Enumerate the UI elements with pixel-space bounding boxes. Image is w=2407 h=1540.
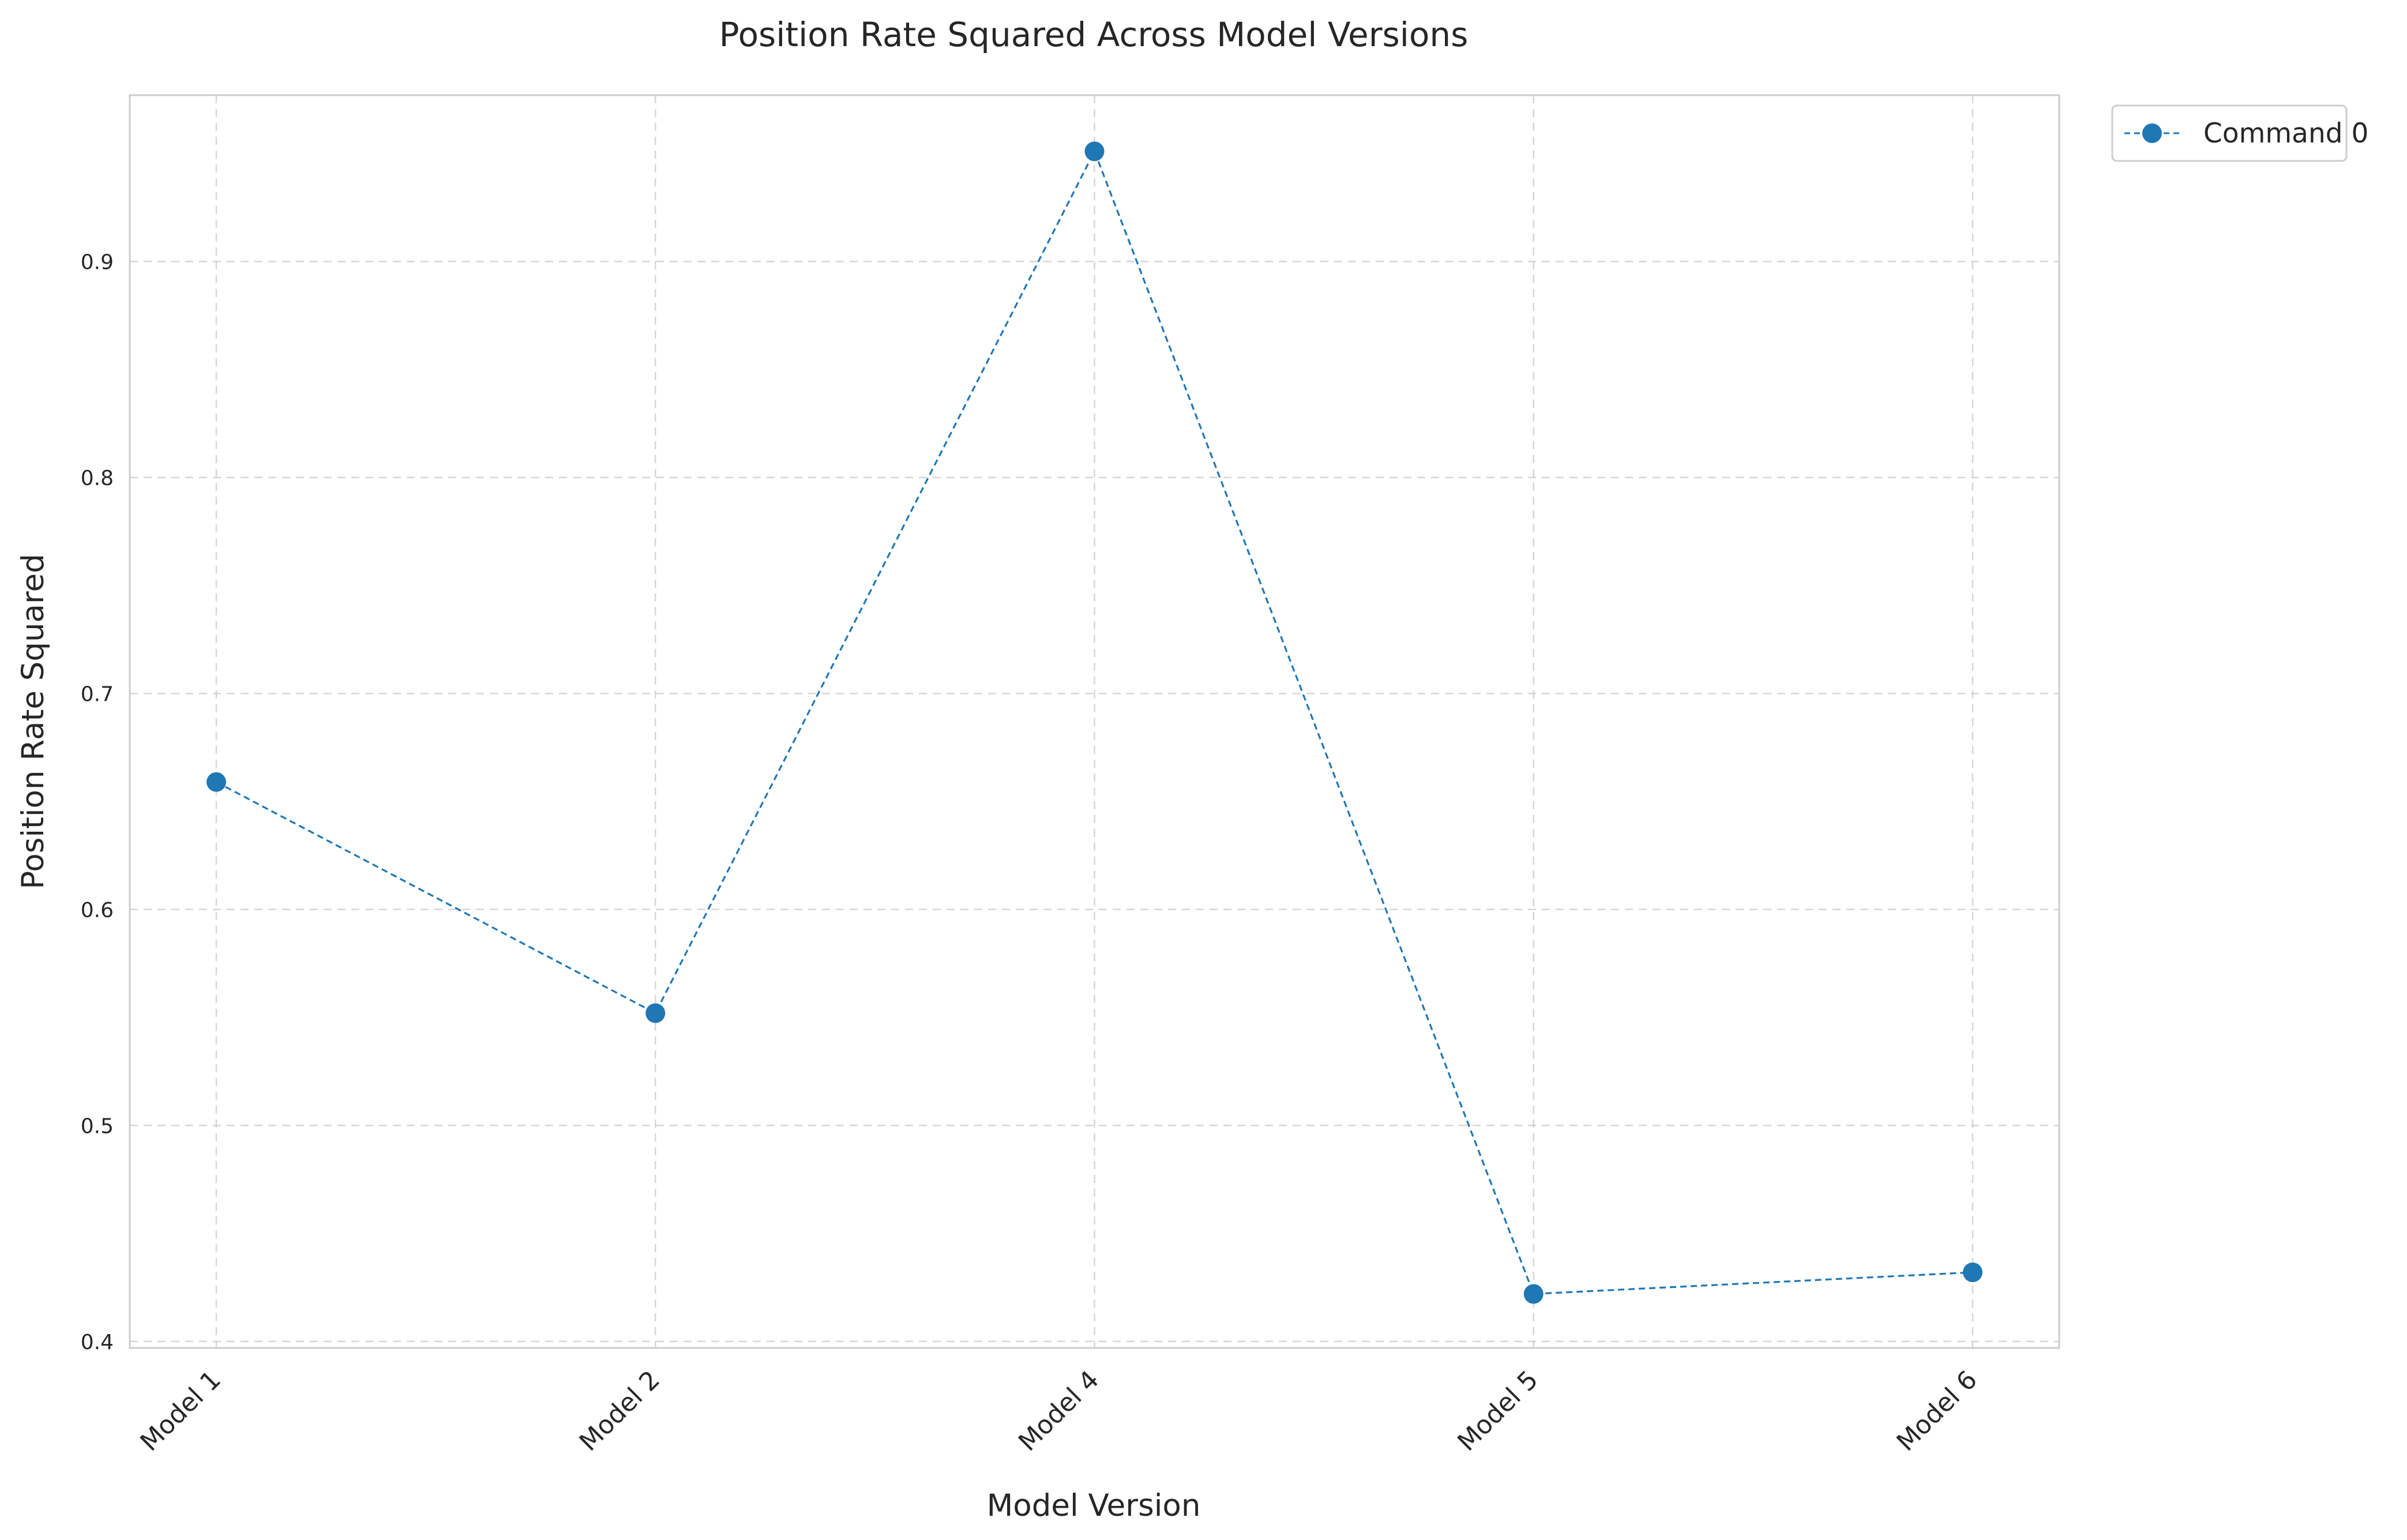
y-axis-ticks: 0.4 0.5 0.6 0.7 0.8 0.9 [81,250,114,1354]
data-point [206,772,226,792]
y-tick-label: 0.8 [81,467,114,490]
y-tick-label: 0.9 [81,250,114,274]
x-axis-label: Model Version [987,1488,1201,1523]
series-group [206,141,1982,1304]
grid [130,95,2059,1348]
legend-entry-command-0: Command 0 [2203,118,2368,149]
data-point [1523,1284,1544,1304]
y-tick-label: 0.5 [81,1114,114,1138]
chart-title: Position Rate Squared Across Model Versi… [719,15,1469,54]
y-tick-label: 0.4 [81,1331,114,1354]
legend-frame [2111,104,2348,162]
legend: Command 0 [2111,104,2368,162]
data-point [645,1003,666,1023]
legend-marker-sample [2142,123,2162,143]
y-axis-label: Position Rate Squared [16,554,51,889]
plot-frame [129,94,2060,1349]
y-tick-label: 0.7 [81,682,114,706]
data-point [1963,1262,1982,1282]
y-tick-label: 0.6 [81,899,114,922]
data-point [1084,141,1105,161]
